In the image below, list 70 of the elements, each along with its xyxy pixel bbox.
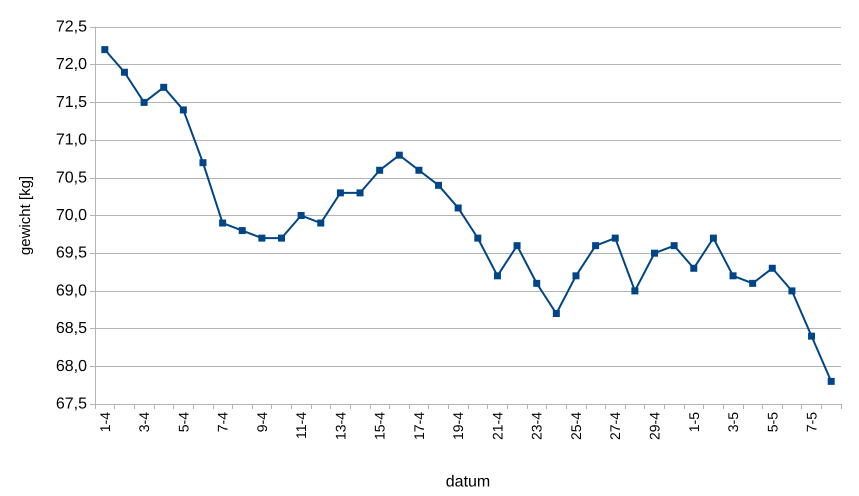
x-tick-label: 25-4	[568, 412, 584, 440]
point	[592, 242, 600, 250]
point	[768, 264, 776, 272]
point	[258, 234, 266, 242]
x-tick-label: 23-4	[528, 412, 545, 440]
point	[572, 272, 580, 280]
point	[474, 234, 482, 242]
point	[317, 220, 324, 227]
point	[238, 227, 246, 234]
x-tick-label: 3-5	[725, 412, 742, 432]
point	[336, 189, 344, 196]
point	[199, 159, 206, 166]
point	[533, 280, 540, 287]
point	[612, 234, 619, 242]
point	[730, 272, 737, 280]
y-axis-title: gewicht [kg]	[17, 176, 34, 256]
y-tick-label: 67,5	[56, 396, 88, 412]
x-tick-label: 11-4	[293, 412, 310, 439]
x-tick-label: 27-4	[607, 412, 624, 440]
x-tick-label: 21-4	[489, 412, 506, 440]
x-tick-label: 5-5	[764, 412, 780, 432]
y-tick-label: 69,5	[56, 244, 88, 262]
point	[298, 212, 305, 219]
x-tick-label: 13-4	[332, 412, 348, 440]
point	[396, 152, 403, 159]
y-tick-label: 72,5	[56, 18, 88, 36]
x-tick-label: 1-4	[96, 412, 113, 432]
y-tick-label: 68,5	[56, 320, 88, 338]
point	[219, 220, 226, 227]
x-tick-label: 7-4	[214, 412, 231, 432]
point	[356, 189, 364, 196]
x-tick-label: 3-4	[136, 412, 152, 432]
y-tick-label: 71,5	[56, 94, 88, 111]
point	[710, 234, 717, 242]
x-tick-label: 5-4	[175, 412, 192, 432]
point	[376, 166, 384, 174]
point	[140, 98, 148, 106]
point	[278, 234, 285, 242]
x-tick-label: 17-4	[410, 412, 427, 440]
point	[435, 182, 442, 189]
y-tick-label: 71,0	[56, 132, 88, 149]
x-tick-label: 15-4	[372, 412, 388, 440]
point	[670, 242, 678, 250]
point	[101, 46, 108, 54]
point	[454, 204, 462, 212]
y-tick-label: 72,0	[56, 56, 88, 74]
x-tick-label: 1-5	[686, 412, 702, 432]
x-tick-label: 19-4	[450, 412, 466, 440]
point	[749, 280, 756, 287]
x-tick-label: 7-5	[804, 412, 820, 432]
point	[828, 378, 835, 385]
point	[160, 84, 168, 91]
point	[514, 242, 521, 250]
y-tick-label: 70,5	[56, 169, 88, 186]
point	[120, 68, 128, 76]
x-tick-label: 9-4	[254, 412, 270, 432]
point	[690, 264, 698, 272]
y-tick-label: 70,0	[56, 207, 88, 224]
point	[631, 287, 638, 294]
point	[494, 272, 501, 280]
x-tick-label: 29-4	[646, 412, 662, 440]
point	[415, 166, 422, 174]
y-tick-label: 69,0	[56, 282, 88, 300]
x-axis-title: datum	[446, 474, 490, 490]
point	[808, 332, 816, 340]
point	[788, 287, 796, 294]
point	[180, 106, 187, 114]
point	[651, 250, 658, 257]
y-tick-label: 68,0	[56, 358, 88, 375]
point	[552, 310, 560, 318]
